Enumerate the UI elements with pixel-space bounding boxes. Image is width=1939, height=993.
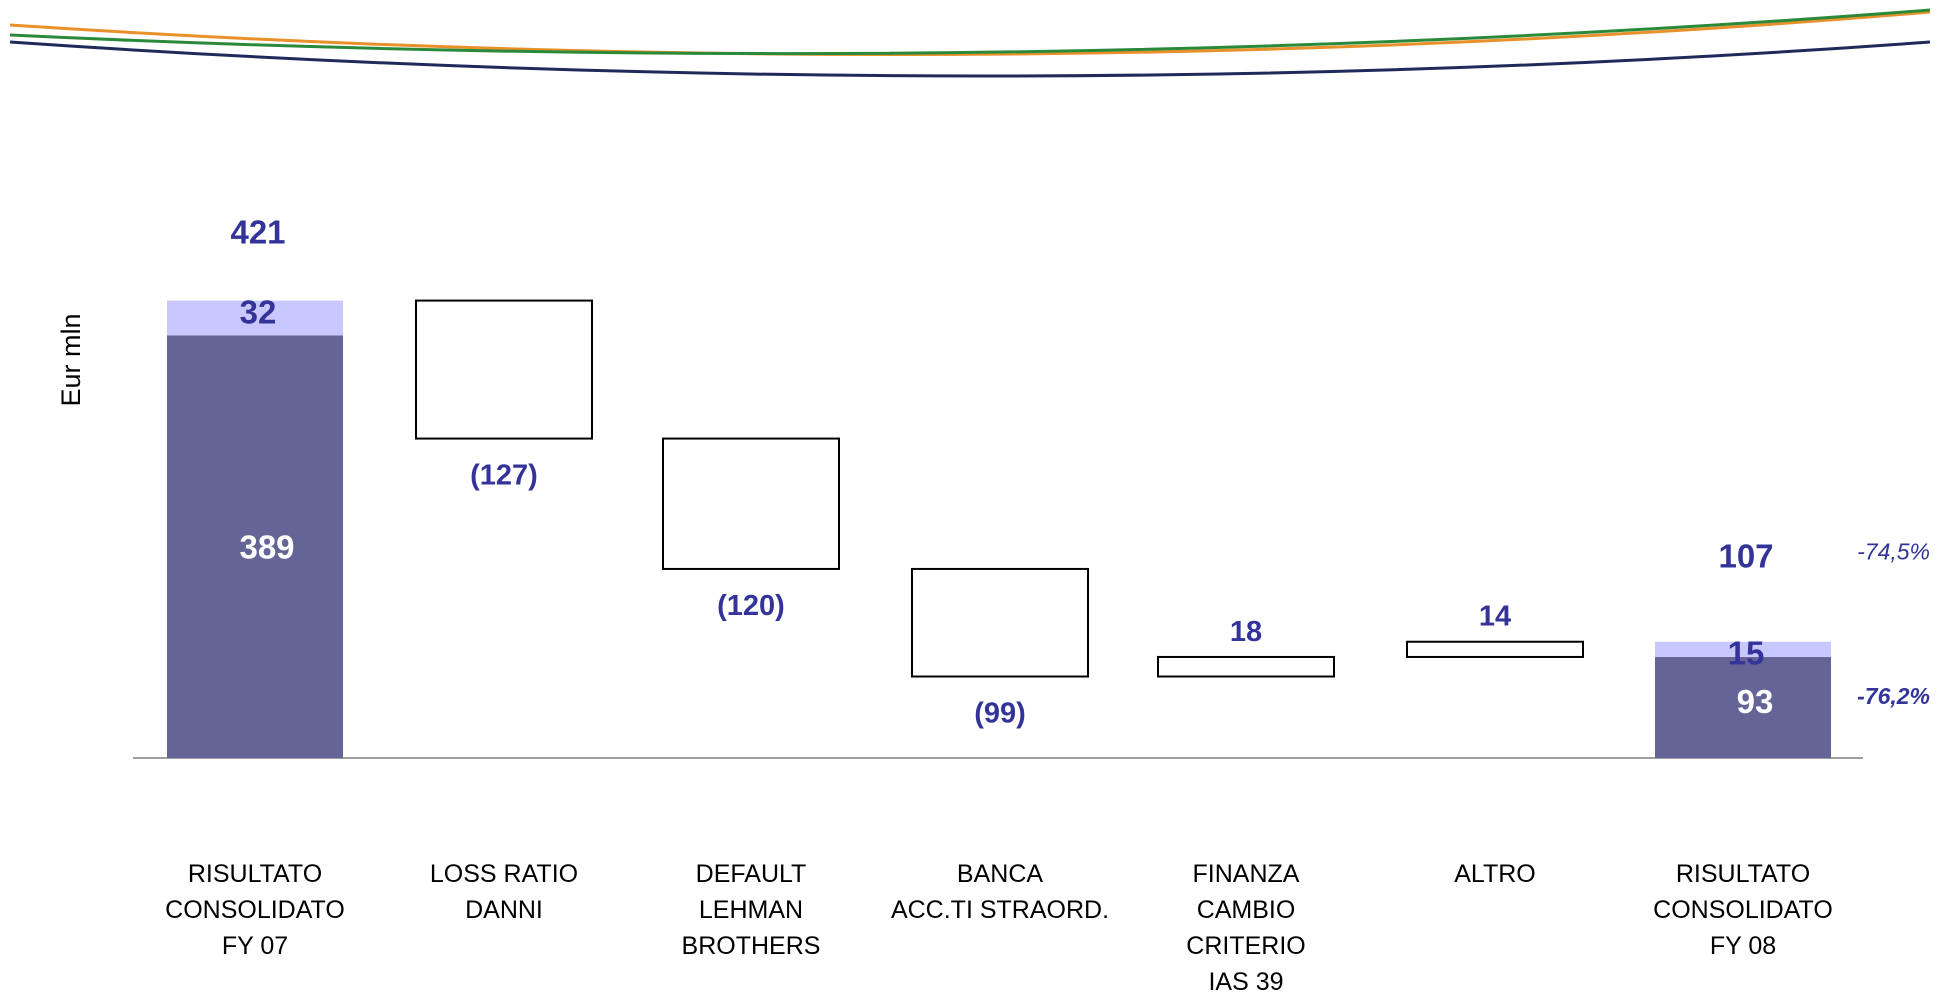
category-label-line: BROTHERS: [682, 932, 821, 960]
category-label: LOSS RATIO DANNI: [430, 860, 578, 924]
step-bar: [1157, 655, 1335, 678]
category-label-line: FY 08: [1710, 932, 1776, 960]
total-value-label: 107: [1718, 538, 1773, 575]
category-label-line: CRITERIO: [1186, 932, 1305, 960]
header-decoration-lines: [9, 8, 1931, 78]
category-label-line: FY 07: [222, 932, 288, 960]
step-bar: [662, 437, 840, 570]
chart-marks: 389 32 421 93 15 107 -74,5% -76,2% (127) (120) (99…: [167, 214, 1930, 758]
category-label-line: LEHMAN: [699, 896, 803, 924]
minority-value-label: 15: [1728, 635, 1765, 672]
change-base-label: -76,2%: [1857, 683, 1930, 709]
step-value-label: (127): [470, 460, 538, 492]
category-label-line: FINANZA: [1193, 860, 1300, 888]
header-line: [9, 10, 1931, 57]
step-value-label: 18: [1230, 616, 1262, 648]
step-bar: [911, 567, 1089, 678]
category-label: ALTRO: [1454, 860, 1536, 888]
category-label: DEFAULT LEHMAN BROTHERS: [682, 860, 821, 960]
total-bar-minority: [1655, 641, 1831, 657]
category-label: FINANZA CAMBIO CRITERIO IAS 39: [1186, 860, 1305, 993]
category-label-line: ACC.TI STRAORD.: [891, 896, 1109, 924]
category-label-line: BANCA: [957, 860, 1043, 888]
category-label-line: CONSOLIDATO: [1653, 896, 1833, 924]
step-bar: [415, 299, 593, 440]
category-label-line: IAS 39: [1208, 968, 1283, 993]
header-line: [9, 8, 1931, 56]
category-label-line: CAMBIO: [1197, 896, 1296, 924]
category-label-line: DEFAULT: [696, 860, 807, 888]
category-label-line: RISULTATO: [188, 860, 322, 888]
category-label: BANCA ACC.TI STRAORD.: [891, 860, 1109, 924]
category-label-line: LOSS RATIO: [430, 860, 578, 888]
category-label-line: RISULTATO: [1676, 860, 1810, 888]
base-value-label: 93: [1737, 683, 1774, 720]
base-value-label: 389: [239, 529, 294, 566]
header-line: [9, 40, 1931, 78]
step-value-label: (120): [717, 590, 785, 622]
category-label: RISULTATO CONSOLIDATO FY 08: [1653, 860, 1833, 960]
total-bar-base: [1655, 656, 1831, 758]
category-labels: RISULTATO CONSOLIDATO FY 07 LOSS RATIO DANNI…: [165, 860, 1833, 993]
category-label: RISULTATO CONSOLIDATO FY 07: [165, 860, 345, 960]
step-bar: [1406, 640, 1584, 658]
category-label-line: DANNI: [465, 896, 543, 924]
minority-value-label: 32: [240, 294, 277, 331]
category-label-line: CONSOLIDATO: [165, 896, 345, 924]
category-label-line: ALTRO: [1454, 860, 1536, 888]
step-value-label: 14: [1479, 601, 1511, 633]
change-total-label: -74,5%: [1857, 539, 1930, 565]
total-bar-minority: [167, 300, 343, 336]
total-bar-base: [167, 335, 343, 758]
total-value-label: 421: [230, 214, 285, 251]
step-value-label: (99): [974, 698, 1026, 730]
y-axis-label: Eur mln: [56, 313, 86, 406]
